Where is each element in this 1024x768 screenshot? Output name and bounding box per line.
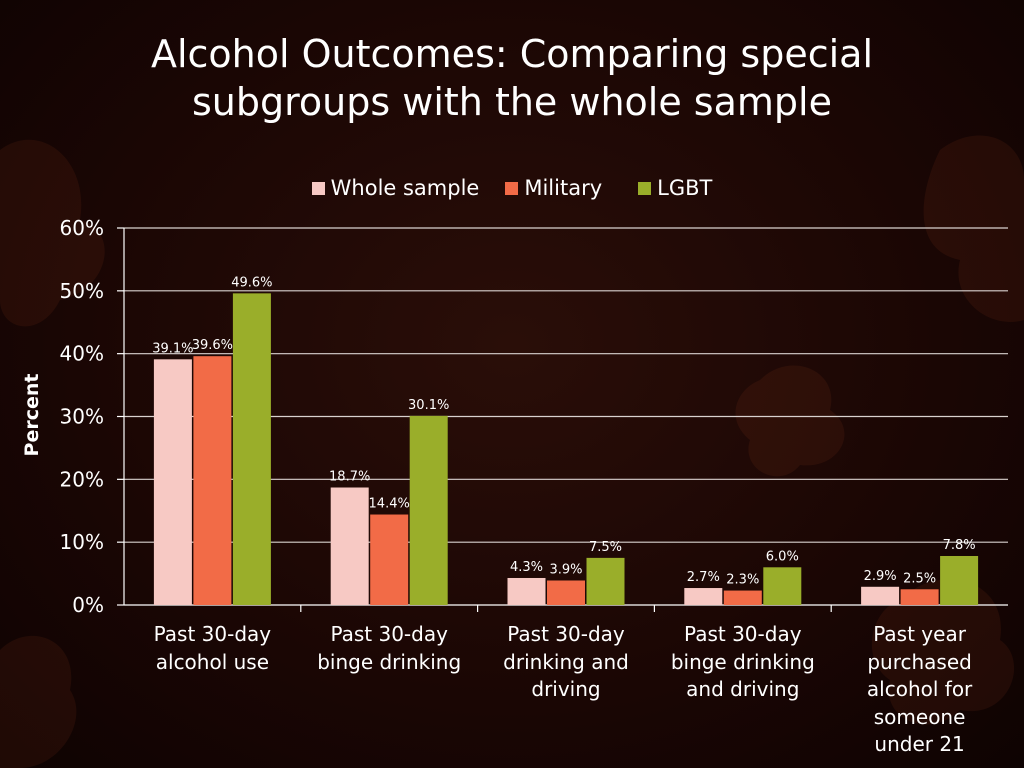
data-label-military: 2.3% — [726, 573, 759, 588]
data-label-lgbt: 7.8% — [943, 538, 976, 553]
x-category-label-line: Past year — [873, 622, 966, 646]
bar-whole-sample — [330, 487, 369, 605]
y-tick-label: 60% — [60, 216, 104, 240]
x-category-label-line: Past 30-day — [330, 622, 448, 646]
legend-label-lgbt: LGBT — [657, 176, 713, 200]
bar-lgbt — [586, 557, 625, 605]
x-category-label-line: purchased — [867, 649, 972, 674]
y-tick-label: 50% — [60, 279, 104, 303]
x-category-label-line: someone — [873, 704, 966, 729]
bar-lgbt — [232, 293, 271, 605]
legend-label-military: Military — [524, 176, 603, 200]
bar-lgbt — [940, 555, 979, 605]
x-category-label-line: binge drinking — [670, 649, 815, 674]
legend-label-whole-sample: Whole sample — [330, 176, 480, 200]
bar-whole-sample — [153, 359, 192, 605]
bar-lgbt — [763, 567, 802, 605]
bar-military — [547, 580, 585, 605]
data-label-lgbt: 7.5% — [589, 540, 622, 555]
legend: Whole sample Military LGBT — [0, 176, 1024, 200]
x-category-label-line: Past 30-day — [153, 622, 272, 646]
data-label-military: 3.9% — [549, 562, 582, 577]
data-label-whole-sample: 4.3% — [510, 560, 543, 575]
bar-military — [193, 356, 232, 605]
data-label-military: 2.5% — [903, 571, 936, 586]
x-category-label: Past year purchased alcohol for someone unde… — [835, 621, 1005, 759]
title-line-2: subgroups with the whole sample — [192, 80, 832, 124]
bar-whole-sample — [861, 586, 900, 605]
data-label-military: 14.4% — [369, 497, 410, 512]
x-category-label-line: Past 30-day — [684, 622, 802, 646]
x-category-label: Past 30-day binge drinking and driving — [658, 621, 828, 704]
data-label-whole-sample: 39.1% — [152, 341, 193, 356]
data-label-whole-sample: 18.7% — [329, 470, 370, 485]
y-tick-label: 0% — [72, 593, 104, 617]
x-category-label-line: driving — [531, 677, 601, 701]
legend-item-lgbt: LGBT — [638, 176, 712, 200]
x-category-label-line: and driving — [686, 677, 800, 701]
legend-swatch-whole-sample — [311, 181, 325, 195]
data-label-whole-sample: 2.9% — [864, 569, 897, 584]
bar-military — [723, 590, 762, 605]
legend-item-whole-sample: Whole sample — [311, 176, 480, 200]
y-tick-label: 30% — [60, 405, 104, 429]
x-category-label-line: alcohol for — [866, 677, 973, 701]
x-category-label-line: Past 30-day — [507, 622, 625, 646]
y-tick-label: 10% — [60, 530, 104, 554]
x-category-label: Past 30-day drinking and driving — [481, 621, 651, 704]
legend-item-military: Military — [505, 176, 602, 200]
bar-whole-sample — [684, 588, 723, 605]
chart-title: Alcohol Outcomes: Comparing special subg… — [0, 30, 1024, 126]
y-tick-label: 20% — [60, 467, 104, 491]
x-category-label: Past 30-day binge drinking — [304, 621, 474, 676]
data-label-lgbt: 6.0% — [766, 549, 799, 564]
data-label-whole-sample: 2.7% — [687, 570, 720, 585]
legend-swatch-lgbt — [638, 181, 652, 195]
data-label-military: 39.6% — [192, 338, 233, 353]
x-category-label-line: under 21 — [874, 732, 965, 756]
bar-military — [900, 589, 939, 605]
legend-swatch-military — [505, 181, 519, 195]
x-category-label: Past 30-day alcohol use — [127, 621, 297, 676]
bar-lgbt — [409, 415, 448, 605]
bar-military — [370, 514, 409, 605]
title-line-1: Alcohol Outcomes: Comparing special — [150, 32, 874, 76]
bar-whole-sample — [507, 577, 546, 605]
data-label-lgbt: 30.1% — [408, 398, 449, 413]
x-category-label-line: alcohol use — [155, 649, 270, 674]
y-tick-label: 40% — [60, 342, 104, 366]
x-category-label-line: drinking and — [503, 649, 629, 674]
data-label-lgbt: 49.6% — [231, 275, 272, 290]
x-category-label-line: binge drinking — [317, 649, 462, 674]
